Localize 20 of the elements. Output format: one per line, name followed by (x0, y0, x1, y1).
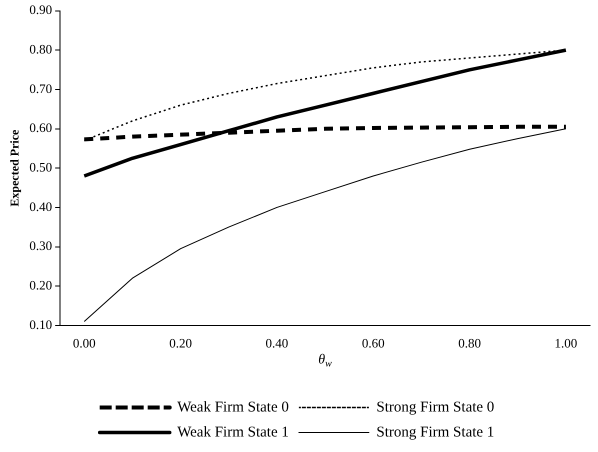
y-tick-label: 0.70 (29, 80, 52, 96)
y-tick-label: 0.90 (29, 2, 52, 18)
x-tick-label: 0.60 (362, 336, 385, 351)
y-tick-label: 0.20 (29, 277, 52, 292)
y-tick-label: 0.60 (29, 120, 52, 136)
y-tick-label: 0.10 (29, 316, 52, 332)
legend-label: Weak Firm State 0 (177, 399, 289, 416)
legend-label: Strong Firm State 0 (376, 399, 494, 416)
y-tick-label: 0.80 (29, 42, 52, 57)
y-tick-label: 0.30 (29, 238, 52, 254)
x-tick-label: 1.00 (554, 336, 578, 351)
x-tick-label: 0.20 (169, 336, 192, 351)
y-tick-label: 0.50 (29, 160, 52, 175)
y-axis-title: Expected Price (7, 128, 22, 207)
legend-label: Strong Firm State 1 (376, 424, 494, 440)
y-tick-label: 0.40 (29, 198, 52, 214)
x-tick-label: 0.40 (266, 336, 288, 351)
x-tick-label: 0.80 (458, 336, 481, 351)
legend-label: Weak Firm State 1 (177, 424, 289, 440)
x-tick-label: 0.00 (72, 336, 96, 351)
